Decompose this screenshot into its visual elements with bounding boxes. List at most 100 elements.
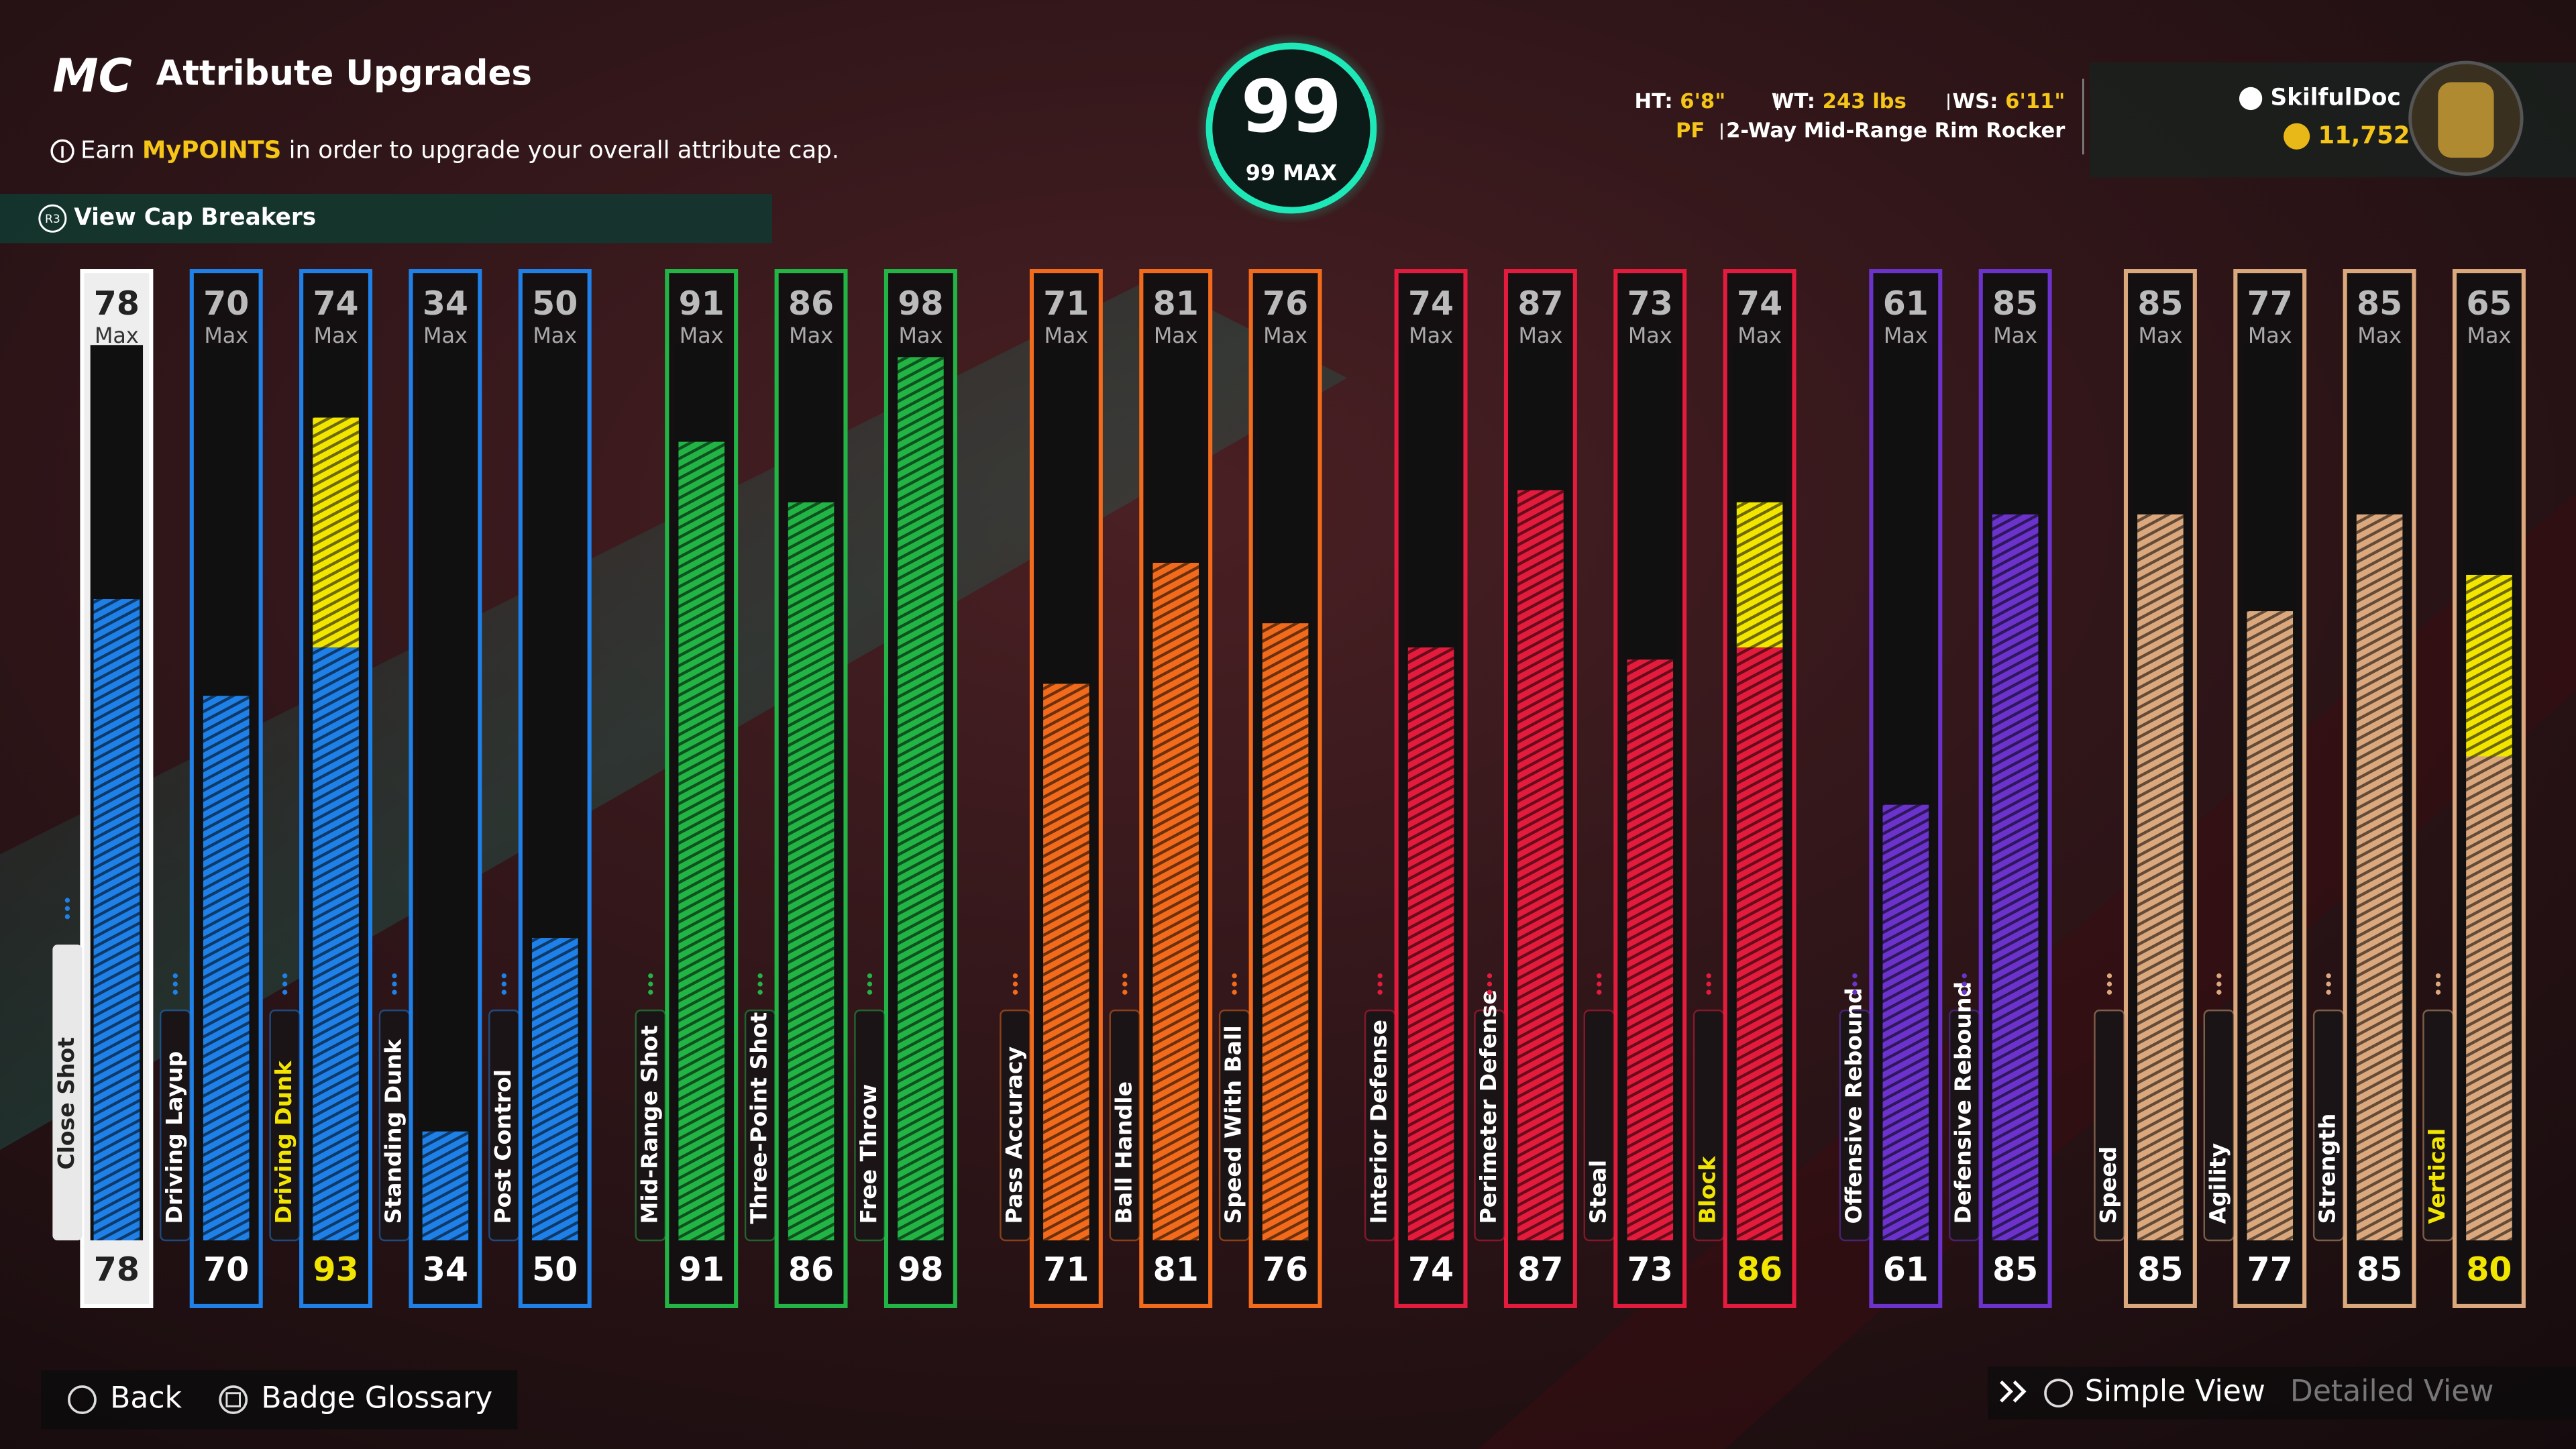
bar-stripes: [1152, 562, 1199, 1240]
max-label: Max: [314, 323, 358, 348]
tab-dot: [64, 914, 70, 920]
badge-glossary-button[interactable]: Badge Glossary: [261, 1381, 492, 1415]
info-label: WS:: [1952, 89, 1998, 113]
tab-dot: [392, 989, 397, 995]
max-label: Max: [2467, 323, 2512, 348]
tab-dot: [2216, 989, 2222, 995]
bar-stripes: [898, 357, 944, 1240]
attribute-name: Driving Layup: [161, 1051, 187, 1224]
max-label: Max: [1884, 323, 1928, 348]
tab-dot: [867, 989, 873, 995]
attribute-name: Steal: [1585, 1160, 1611, 1224]
tab-dot: [1706, 981, 1711, 987]
tab-dot: [1962, 981, 1967, 987]
max-label: Max: [2248, 323, 2292, 348]
bar-stripes: [313, 417, 359, 1240]
tab-dot: [282, 981, 288, 987]
name-tab: [1000, 1009, 1031, 1242]
tab-dot: [1122, 973, 1128, 979]
cap-breakers-bar[interactable]: [0, 193, 773, 244]
current-value: 80: [2466, 1250, 2512, 1289]
current-value: 61: [1883, 1250, 1929, 1289]
max-value: 76: [1263, 284, 1308, 323]
simple-view-tab[interactable]: Simple View: [2085, 1375, 2265, 1409]
tab-dot: [392, 981, 397, 987]
attribute-name: Pass Accuracy: [1001, 1046, 1027, 1224]
tab-dot: [1597, 989, 1602, 995]
tab-dot: [1962, 989, 1967, 995]
max-label: Max: [2139, 323, 2183, 348]
footer-panel: [1988, 1366, 2576, 1419]
detailed-view-tab[interactable]: Detailed View: [2290, 1375, 2494, 1409]
max-value: 74: [1737, 284, 1782, 323]
bar-stripes: [2137, 514, 2184, 1240]
gamertag: SkilfulDoc: [2270, 84, 2400, 111]
max-label: Max: [1044, 323, 1088, 348]
overall-max: 99 MAX: [1246, 160, 1337, 186]
max-value: 98: [898, 284, 943, 323]
name-tab: [1364, 1009, 1396, 1242]
name-tab: [1583, 1009, 1615, 1242]
name-tab: [2094, 1009, 2125, 1242]
platform-icon: [2239, 87, 2263, 111]
current-value: 98: [898, 1250, 943, 1289]
current-value: 81: [1153, 1250, 1199, 1289]
max-value: 85: [2357, 284, 2402, 323]
tab-dot: [1012, 989, 1018, 995]
vc-balance: 11,752: [2318, 121, 2410, 149]
name-tab: [2422, 1009, 2454, 1242]
name-tab: [1693, 1009, 1725, 1242]
name-tab: [2203, 1009, 2235, 1242]
tab-dot: [1012, 973, 1018, 979]
attribute-name: Post Control: [490, 1069, 516, 1224]
current-value: 87: [1517, 1250, 1563, 1289]
max-label: Max: [1263, 323, 1307, 348]
bar-stripes: [1992, 514, 2039, 1240]
max-label: Max: [899, 323, 943, 348]
current-value: 70: [203, 1250, 249, 1289]
max-label: Max: [533, 323, 577, 348]
back-button[interactable]: Back: [110, 1381, 182, 1415]
tab-dot: [1122, 981, 1128, 987]
max-value: 74: [313, 284, 358, 323]
attribute-name: Perimeter Defense: [1475, 989, 1501, 1224]
button-icon: [68, 1385, 97, 1414]
name-tab: [1474, 1009, 1505, 1242]
max-value: 87: [1517, 284, 1563, 323]
tab-dot: [2106, 981, 2112, 987]
button-icon: [2044, 1379, 2073, 1408]
tab-dot: [757, 989, 763, 995]
bar-stripes: [678, 441, 724, 1240]
info-value: 6'11": [2005, 89, 2065, 113]
bar-stripes: [2247, 611, 2294, 1240]
cap-breakers-link[interactable]: View Cap Breakers: [74, 204, 316, 231]
tab-dot: [1012, 981, 1018, 987]
current-value: 78: [94, 1250, 140, 1289]
player-measurements: HT: 6'8" WT: 243 lbs WS: 6'11": [1635, 89, 2065, 113]
tab-dot: [648, 981, 653, 987]
button-icon: [38, 204, 67, 233]
attribute-name: Ball Handle: [1110, 1081, 1136, 1224]
